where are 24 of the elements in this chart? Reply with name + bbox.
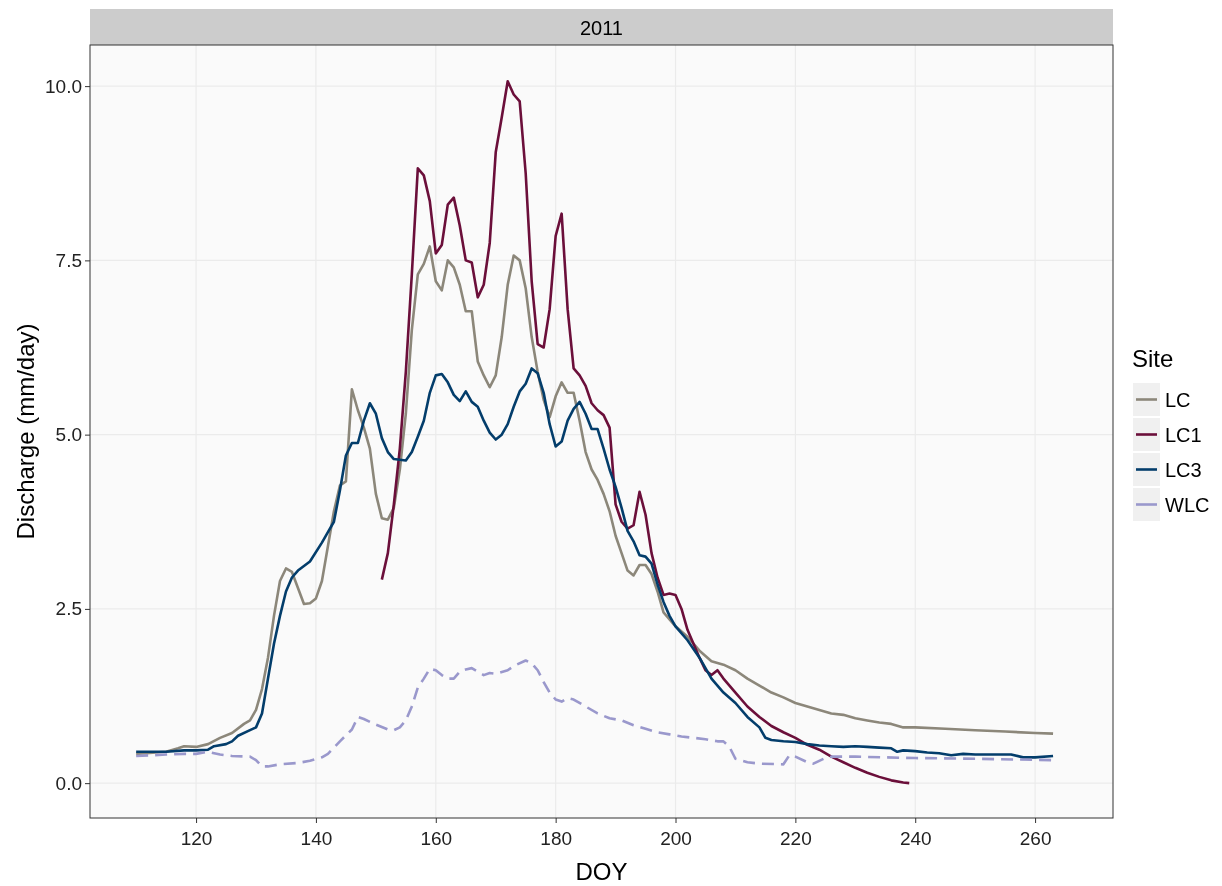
x-tick-label: 140 <box>300 828 333 849</box>
y-tick-label: 2.5 <box>55 598 82 620</box>
x-tick-label: 220 <box>780 828 812 849</box>
y-axis-title: Discharge (mm/day) <box>12 323 39 540</box>
x-tick-label: 200 <box>660 828 692 849</box>
x-axis-title: DOY <box>575 858 628 885</box>
legend-label: WLC <box>1165 494 1210 516</box>
legend-label: LC1 <box>1165 424 1202 446</box>
line-series <box>380 79 911 785</box>
x-tick-label: 160 <box>420 828 453 849</box>
x-tick-label: 260 <box>1019 828 1052 849</box>
legend-label: LC <box>1165 389 1191 411</box>
y-tick-label: 7.5 <box>55 249 82 271</box>
chart-title: 2011 <box>579 17 624 39</box>
y-tick-label: 0.0 <box>55 772 82 794</box>
legend-title: Site <box>1132 345 1174 372</box>
legend-label: LC3 <box>1165 459 1202 481</box>
y-tick-label: 5.0 <box>55 424 82 446</box>
x-tick-label: 180 <box>540 828 573 849</box>
x-tick-label: 120 <box>180 828 213 849</box>
line-series <box>134 245 1055 756</box>
line-series <box>134 367 1055 759</box>
y-tick-label: 10.0 <box>45 75 82 97</box>
x-tick-label: 240 <box>899 828 932 849</box>
